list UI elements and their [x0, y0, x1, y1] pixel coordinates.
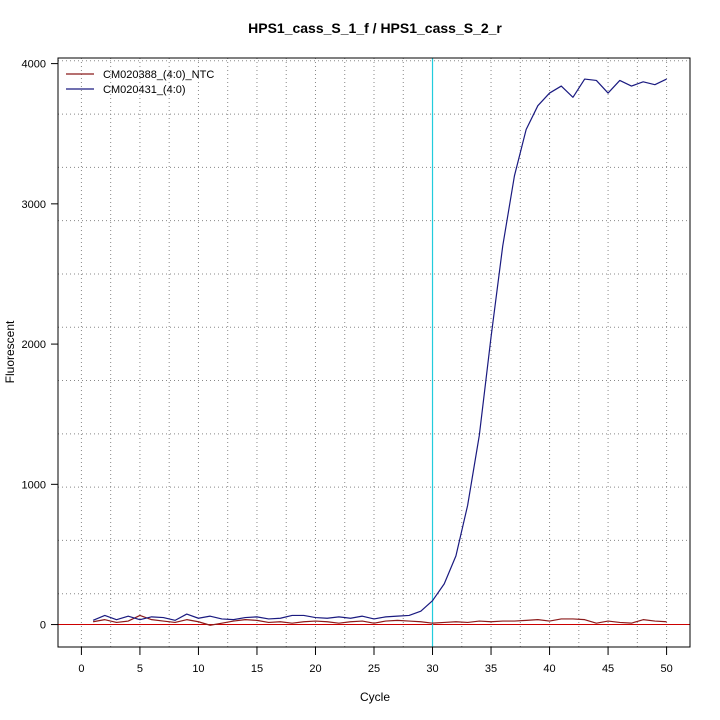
y-tick-label: 3000	[22, 199, 46, 211]
legend-label-2: CM020431_(4:0)	[103, 84, 186, 96]
y-tick-label: 4000	[22, 59, 46, 71]
series-line-1	[93, 614, 667, 626]
x-tick-label: 50	[660, 663, 672, 675]
chart-title: HPS1_cass_S_1_f / HPS1_cass_S_2_r	[248, 20, 502, 36]
series-layer	[92, 78, 667, 626]
x-tick-label: 15	[251, 663, 263, 675]
x-tick-label: 25	[368, 663, 380, 675]
x-axis: 0 5 10 15 20 25 30 35 40 45 50	[78, 646, 673, 675]
x-tick-label: 40	[543, 663, 555, 675]
grid-layer	[58, 58, 690, 647]
x-tick-label: 5	[137, 663, 143, 675]
series-line-2	[92, 78, 667, 621]
legend-label-1: CM020388_(4:0)_NTC	[103, 69, 214, 81]
legend: CM020388_(4:0)_NTC CM020431_(4:0)	[66, 69, 214, 96]
y-tick-label: 0	[40, 620, 46, 632]
x-tick-label: 10	[192, 663, 204, 675]
x-tick-label: 20	[309, 663, 321, 675]
y-axis: 0 1000 2000 3000 4000	[22, 59, 59, 632]
x-tick-label: 35	[485, 663, 497, 675]
y-axis-label: Fluorescent	[3, 320, 17, 383]
x-axis-label: Cycle	[360, 690, 390, 704]
y-tick-label: 2000	[22, 339, 46, 351]
x-tick-label: 30	[426, 663, 438, 675]
y-tick-label: 1000	[22, 479, 46, 491]
x-tick-label: 0	[78, 663, 84, 675]
x-tick-label: 45	[602, 663, 614, 675]
